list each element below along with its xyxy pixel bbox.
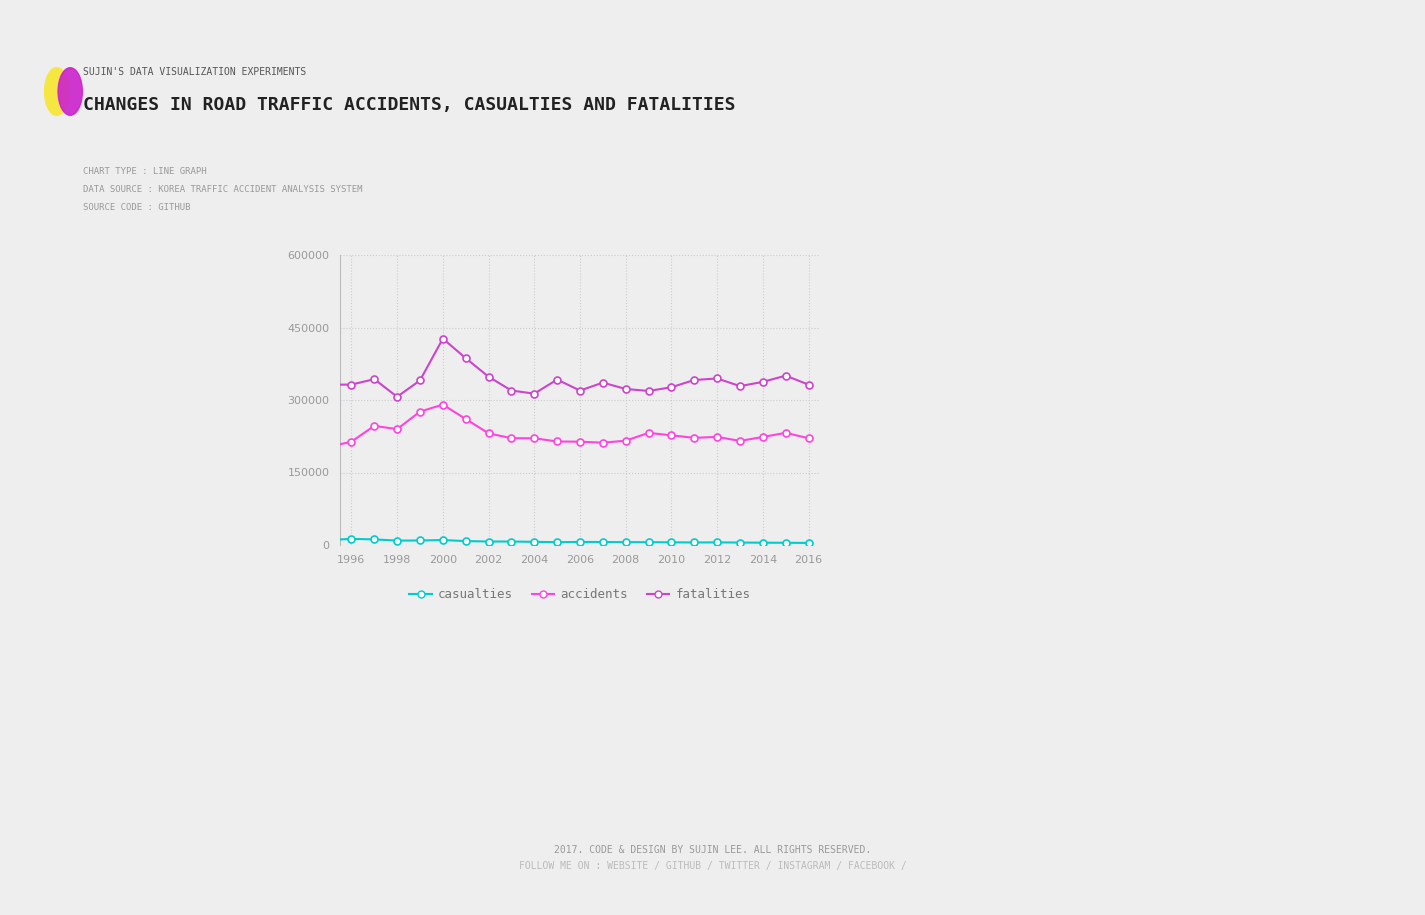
Text: SUJIN'S DATA VISUALIZATION EXPERIMENTS: SUJIN'S DATA VISUALIZATION EXPERIMENTS (83, 67, 306, 77)
Circle shape (44, 68, 68, 115)
Text: CHANGES IN ROAD TRAFFIC ACCIDENTS, CASUALTIES AND FATALITIES: CHANGES IN ROAD TRAFFIC ACCIDENTS, CASUA… (83, 96, 735, 113)
Text: DATA SOURCE : KOREA TRAFFIC ACCIDENT ANALYSIS SYSTEM: DATA SOURCE : KOREA TRAFFIC ACCIDENT ANA… (83, 185, 362, 194)
Text: CHART TYPE : LINE GRAPH: CHART TYPE : LINE GRAPH (83, 167, 207, 176)
Legend: casualties, accidents, fatalities: casualties, accidents, fatalities (405, 583, 755, 606)
Text: SOURCE CODE : GITHUB: SOURCE CODE : GITHUB (83, 203, 190, 212)
Text: FOLLOW ME ON : WEBSITE / GITHUB / TWITTER / INSTAGRAM / FACEBOOK /: FOLLOW ME ON : WEBSITE / GITHUB / TWITTE… (519, 861, 906, 871)
Circle shape (58, 68, 83, 115)
Text: 2017. CODE & DESIGN BY SUJIN LEE. ALL RIGHTS RESERVED.: 2017. CODE & DESIGN BY SUJIN LEE. ALL RI… (554, 845, 871, 855)
